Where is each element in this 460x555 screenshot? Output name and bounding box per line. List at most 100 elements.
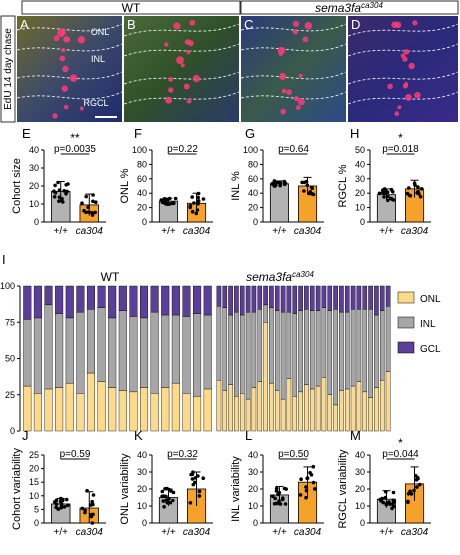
data-point: [196, 201, 200, 206]
data-point: [302, 189, 306, 193]
y-tick-label: 0: [360, 518, 365, 528]
y-tick-label: 100: [132, 145, 147, 155]
p-value: p=0.018: [382, 144, 419, 155]
data-point: [391, 498, 396, 503]
stack-onl: [251, 387, 257, 432]
data-point: [418, 195, 423, 199]
y-tick-label: 40: [29, 145, 39, 155]
data-point: [416, 185, 420, 189]
data-point: [160, 494, 164, 499]
stack-onl: [368, 397, 373, 432]
data-point: [298, 493, 303, 497]
panel-letter: E: [22, 126, 31, 141]
micrograph-letter: B: [127, 17, 136, 32]
data-point: [91, 193, 95, 197]
stack-onl: [222, 390, 228, 432]
stack-gcl: [315, 285, 321, 311]
stack-onl: [286, 378, 292, 432]
data-point: [388, 502, 392, 507]
micrograph-letter: A: [20, 17, 29, 32]
stack-gcl: [161, 285, 170, 316]
y-tick-label: 30: [29, 163, 39, 173]
stack-onl: [234, 396, 239, 432]
stack-gcl: [339, 285, 344, 313]
data-point: [197, 494, 202, 498]
data-point: [277, 502, 282, 506]
data-point: [171, 490, 176, 495]
data-point: [188, 203, 193, 208]
y-tick-label: 0: [142, 518, 147, 528]
data-point: [80, 506, 85, 511]
stack-inl: [222, 307, 228, 391]
chart-m: M 0 10 20 30 40 RGCL variability +/+ ca304 p=0.04…: [337, 428, 431, 538]
x-tick-label: ca304: [294, 226, 322, 237]
stack-gcl: [245, 285, 251, 313]
data-point: [172, 201, 176, 205]
stack-inl: [216, 306, 222, 381]
stack-gcl: [222, 285, 228, 308]
panel-i-stacked: I 0 25 50 75 100 WT sema3faca304 ONL INL GCL: [0, 252, 441, 436]
data-point: [90, 521, 95, 525]
stack-onl: [374, 387, 379, 432]
data-point: [280, 497, 285, 502]
data-point: [59, 505, 64, 510]
data-point: [188, 501, 193, 505]
stack-gcl: [333, 285, 338, 310]
side-label-box: EdU 14 day chase: [0, 15, 16, 123]
data-point: [64, 497, 69, 502]
y-tick-label: 0: [10, 426, 15, 436]
micrograph-c: C: [240, 16, 347, 122]
panel-i-wt-title: WT: [101, 270, 120, 284]
data-point: [311, 464, 316, 469]
stack-gcl: [304, 285, 309, 310]
data-point: [304, 488, 309, 493]
stack-gcl: [182, 285, 191, 317]
stack-inl: [203, 314, 212, 390]
data-point: [299, 477, 303, 482]
data-point: [160, 200, 165, 205]
data-point: [86, 210, 91, 214]
y-tick-label: 0: [34, 518, 39, 528]
data-point: [391, 490, 396, 495]
x-tick-label: ca304: [76, 527, 104, 538]
stack-gcl: [385, 285, 391, 307]
y-tick-label: 10: [29, 491, 39, 501]
y-tick-label: 20: [137, 203, 147, 213]
data-point: [415, 475, 420, 480]
y-axis-label: INL %: [230, 171, 242, 201]
data-point: [201, 476, 205, 481]
data-point: [91, 512, 95, 517]
chart-l: L 0 10 20 30 40 INL variability +/+ ca304 p=0.50: [230, 428, 324, 538]
x-tick-label: +/+: [54, 226, 69, 237]
y-tick-label: 10: [355, 501, 365, 511]
data-point: [408, 489, 412, 494]
data-point: [304, 495, 308, 500]
stack-onl: [118, 390, 127, 432]
stack-inl: [65, 317, 74, 384]
stack-gcl: [327, 285, 333, 311]
stack-inl: [245, 311, 251, 400]
data-point: [386, 198, 390, 203]
stack-onl: [304, 384, 309, 432]
stack-gcl: [140, 285, 149, 319]
data-point: [190, 472, 195, 477]
stack-inl: [368, 309, 373, 398]
data-point: [309, 185, 314, 190]
data-point: [197, 489, 202, 494]
data-point: [196, 474, 200, 478]
data-point: [54, 505, 58, 510]
legend-swatch-onl: [397, 291, 415, 304]
stack-gcl: [350, 285, 356, 310]
data-point: [201, 197, 206, 201]
data-point: [272, 502, 277, 506]
data-point: [305, 183, 310, 188]
data-point: [389, 196, 393, 201]
stack-inl: [228, 314, 233, 385]
stack-gcl: [65, 285, 74, 319]
stack-inl: [304, 309, 309, 385]
data-point: [173, 196, 178, 201]
stack-gcl: [344, 285, 350, 313]
stack-onl: [356, 381, 362, 432]
